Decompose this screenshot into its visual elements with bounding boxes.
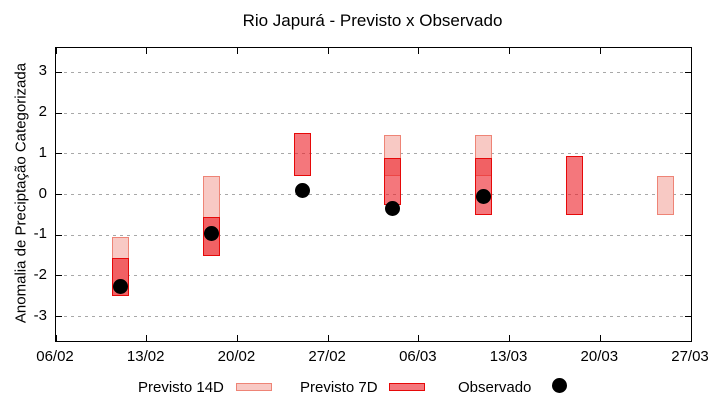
x-tick-mark	[509, 335, 511, 341]
legend-observed-dot-icon	[552, 378, 567, 393]
y-tick-mark	[56, 71, 62, 73]
x-tick-mark	[327, 48, 329, 54]
x-tick-label: 06/02	[36, 348, 74, 365]
x-tick-mark	[509, 48, 511, 54]
plot-area	[55, 47, 692, 342]
y-gridline	[57, 194, 690, 195]
observed-dot	[204, 225, 219, 241]
observed-dot	[385, 201, 401, 217]
x-tick-label: 20/03	[580, 348, 619, 365]
y-tick-mark	[56, 153, 62, 155]
bar-previsto-14d	[656, 176, 674, 215]
x-tick-mark	[55, 335, 57, 341]
y-gridline	[57, 153, 690, 155]
x-tick-mark	[236, 335, 238, 341]
x-tick-mark	[418, 335, 420, 341]
y-tick-label: 1	[38, 143, 47, 161]
y-tick-label: -3	[33, 306, 47, 324]
y-tick-mark	[685, 112, 691, 114]
y-tick-mark	[685, 71, 691, 73]
observed-dot	[113, 278, 129, 294]
y-tick-mark	[56, 194, 62, 195]
y-gridline	[57, 112, 690, 114]
y-tick-label: -1	[33, 225, 47, 243]
y-tick-mark	[685, 275, 691, 277]
legend-swatch-previsto-7d	[389, 383, 425, 391]
y-tick-mark	[56, 112, 62, 114]
y-gridline	[57, 316, 690, 318]
x-tick-mark	[599, 48, 601, 54]
x-tick-mark	[327, 335, 329, 341]
y-tick-mark	[685, 234, 691, 236]
x-tick-label: 13/03	[489, 348, 528, 365]
y-tick-label: -2	[33, 265, 47, 283]
x-tick-label: 27/02	[308, 348, 346, 365]
observed-dot	[294, 182, 310, 198]
x-tick-mark	[146, 48, 148, 54]
x-tick-label: 13/02	[126, 348, 165, 365]
y-tick-label: 3	[38, 62, 47, 80]
observed-dot	[476, 189, 492, 205]
bar-previsto-7d	[384, 157, 402, 205]
y-axis-label: Anomalia de Preciptação Categorizada	[12, 62, 30, 324]
x-tick-mark	[418, 48, 420, 54]
x-tick-mark	[599, 335, 601, 341]
y-tick-mark	[56, 275, 62, 277]
y-gridline	[57, 234, 690, 236]
y-gridline	[57, 275, 690, 277]
y-tick-mark	[685, 316, 691, 318]
x-tick-label: 06/03	[399, 348, 437, 365]
legend-label-observado: Observado	[458, 379, 532, 396]
x-tick-mark	[690, 335, 692, 341]
bar-previsto-7d	[565, 155, 583, 215]
x-tick-mark	[690, 48, 692, 54]
x-tick-label: 20/02	[217, 348, 256, 365]
bar-previsto-7d	[475, 157, 493, 215]
legend-label-previsto-14d: Previsto 14D	[138, 379, 224, 396]
bar-previsto-7d	[293, 133, 311, 177]
x-tick-mark	[236, 48, 238, 54]
chart-title: Rio Japurá - Previsto x Observado	[242, 11, 503, 30]
x-tick-mark	[55, 48, 57, 54]
y-tick-mark	[685, 194, 691, 195]
x-tick-label: 27/03	[671, 348, 709, 365]
x-tick-mark	[146, 335, 148, 341]
y-tick-mark	[685, 153, 691, 155]
y-gridline	[57, 71, 690, 73]
y-tick-label: 0	[38, 184, 47, 202]
y-tick-mark	[56, 234, 62, 236]
y-tick-mark	[56, 316, 62, 318]
legend-swatch-previsto-14d	[236, 383, 272, 391]
legend-label-previsto-7d: Previsto 7D	[300, 379, 378, 396]
y-tick-label: 2	[38, 103, 47, 121]
